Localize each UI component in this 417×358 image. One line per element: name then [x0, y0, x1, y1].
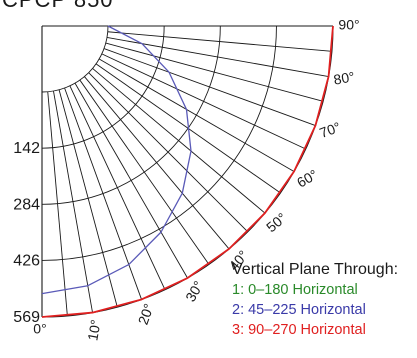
series-line-3	[41, 25, 334, 318]
legend: Vertical Plane Through: 1: 0–180 Horizon…	[232, 260, 398, 340]
radial-tick-label-142: 142	[13, 140, 40, 157]
angle-label-60: 60°	[294, 166, 320, 190]
angle-label-50: 50°	[263, 209, 290, 235]
legend-item-3: 3: 90–270 Horizontal	[232, 322, 366, 338]
angle-label-20: 20°	[135, 301, 157, 326]
grid-ring-0	[41, 25, 109, 93]
angle-label-10: 10°	[84, 318, 103, 342]
angle-label-80: 80°	[332, 68, 356, 87]
grid-ring-2	[41, 25, 221, 205]
angle-label-90: 90°	[338, 17, 359, 33]
chart-title-fragment: CPCP 850	[2, 0, 114, 13]
angle-label-70: 70°	[317, 119, 342, 141]
grid-ring-3	[41, 25, 277, 261]
radial-tick-label-426: 426	[13, 252, 40, 269]
series-layer	[41, 25, 334, 318]
angle-label-0: 0°	[33, 321, 46, 337]
series-line-2	[41, 25, 192, 295]
grid-ring-1	[41, 25, 165, 149]
grid	[41, 25, 334, 318]
legend-item-2: 2: 45–225 Horizontal	[232, 302, 366, 318]
legend-title: Vertical Plane Through:	[232, 261, 399, 278]
grid-ring-4	[41, 25, 334, 318]
legend-item-1: 1: 0–180 Horizontal	[232, 282, 358, 298]
radial-tick-label-284: 284	[13, 196, 40, 213]
angle-label-30: 30°	[182, 278, 206, 304]
radial-tick-label-569: 569	[13, 309, 40, 326]
